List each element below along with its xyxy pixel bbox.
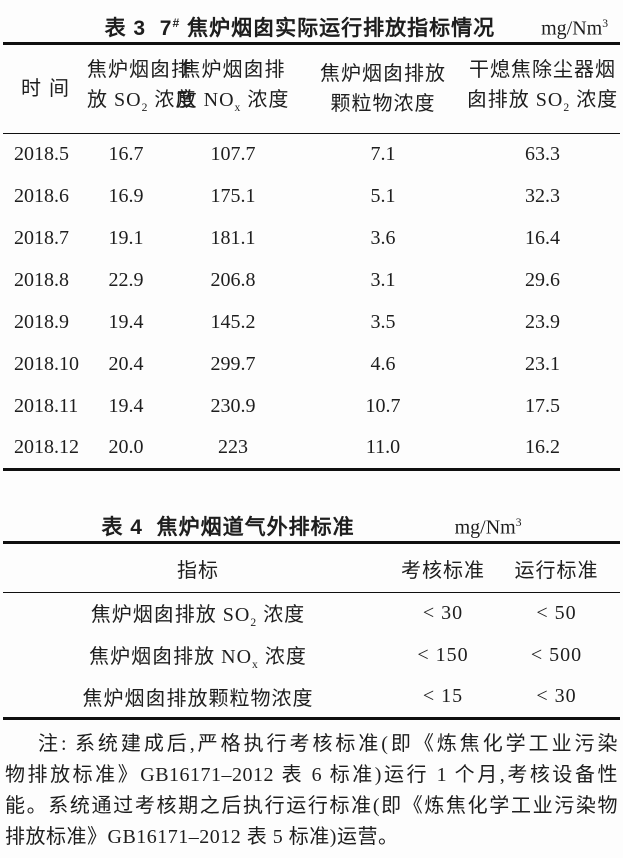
footnote: 注: 系统建成后,严格执行考核标准(即《炼焦化学工业污染 物排放标准》GB161… bbox=[3, 729, 620, 853]
table-cell: 32.3 bbox=[525, 185, 560, 207]
table-cell: 63.3 bbox=[525, 143, 560, 166]
table-cell: 223 bbox=[218, 436, 248, 459]
table-cell: 19.1 bbox=[108, 227, 144, 249]
table-row: 2018.6 16.9 175.1 5.1 32.3 bbox=[3, 176, 620, 218]
table-cell: 299.7 bbox=[210, 353, 256, 375]
table3-unit: mg/Nm3 bbox=[541, 17, 608, 40]
col-header-assessment-standard: 考核标准 bbox=[401, 559, 485, 582]
table-row: 2018.12 20.0 223 11.0 16.2 bbox=[3, 428, 620, 470]
footnote-line: 能。系统通过考核期之后执行运行标准(即《炼焦化学工业污染物 bbox=[5, 795, 618, 817]
table3-caption: 表 3 7# 焦炉烟囱实际运行排放指标情况 bbox=[104, 16, 496, 40]
table-cell: 4.6 bbox=[370, 353, 396, 375]
table-cell: 2018.7 bbox=[14, 227, 69, 249]
table-cell: 16.4 bbox=[525, 227, 560, 249]
col-header-nox: 焦炉烟囱排 放 NOx 浓度 bbox=[176, 59, 290, 114]
col-header-cdq-so2: 干熄焦除尘器烟 囱排放 SO2 浓度 bbox=[466, 59, 619, 114]
table-cell: 2018.9 bbox=[14, 311, 69, 333]
table-cell: 16.9 bbox=[108, 185, 144, 207]
table-row: 焦炉烟囱排放 SO2 浓度 < 30 < 50 bbox=[3, 593, 620, 635]
table-cell: 3.5 bbox=[370, 311, 396, 333]
footnote-line: 排放标准》GB16171–2012 表 5 标准)运营。 bbox=[5, 826, 399, 848]
table-cell: < 50 bbox=[536, 602, 577, 625]
footnote-line: 物排放标准》GB16171–2012 表 6 标准)运行 1 个月,考核设备性 bbox=[5, 764, 618, 786]
table-row: 焦炉烟囱排放 NOx 浓度 < 150 < 500 bbox=[3, 635, 620, 677]
table-cell: < 30 bbox=[536, 685, 577, 708]
table3-emission-data: 时间 焦炉烟囱排 放 SO2 浓度 焦炉烟囱排 放 NOx 浓度 焦炉烟囱排放 … bbox=[3, 42, 620, 471]
table-cell: 22.9 bbox=[108, 269, 144, 291]
col-header-so2: 焦炉烟囱排 放 SO2 浓度 bbox=[87, 59, 197, 114]
table-cell: 焦炉烟囱排放颗粒物浓度 bbox=[82, 688, 314, 711]
table-cell: 焦炉烟囱排放 NOx 浓度 bbox=[89, 646, 307, 671]
table-cell: 145.2 bbox=[210, 311, 256, 333]
col-header-time: 时间 bbox=[21, 78, 77, 100]
table-cell: 2018.12 bbox=[14, 436, 79, 459]
table-row: 2018.7 19.1 181.1 3.6 16.4 bbox=[3, 218, 620, 260]
table4-unit: mg/Nm3 bbox=[454, 516, 522, 539]
table-cell: 19.4 bbox=[108, 395, 144, 417]
table-row: 2018.10 20.4 299.7 4.6 23.1 bbox=[3, 344, 620, 386]
table-cell: < 30 bbox=[422, 602, 464, 625]
table4-caption-row: 表 4 焦炉烟道气外排标准 mg/Nm3 bbox=[3, 499, 620, 541]
table-row: 2018.5 16.7 107.7 7.1 63.3 bbox=[3, 134, 620, 176]
table-row: 2018.11 19.4 230.9 10.7 17.5 bbox=[3, 386, 620, 428]
table-cell: 2018.8 bbox=[14, 269, 69, 291]
table-cell: 23.1 bbox=[525, 353, 560, 375]
table4-emission-standards: 指标 考核标准 运行标准 焦炉烟囱排放 SO2 浓度 < 30 < 50 焦炉烟… bbox=[3, 541, 620, 720]
table-cell: 焦炉烟囱排放 SO2 浓度 bbox=[90, 604, 306, 630]
table-row: 2018.9 19.4 145.2 3.5 23.9 bbox=[3, 302, 620, 344]
footnote-line: 注: 系统建成后,严格执行考核标准(即《炼焦化学工业污染 bbox=[38, 733, 618, 755]
table-cell: < 15 bbox=[422, 685, 464, 708]
table-cell: 10.7 bbox=[365, 395, 401, 417]
table-cell: 2018.6 bbox=[14, 185, 69, 207]
table-cell: 2018.5 bbox=[14, 143, 69, 166]
table-cell: 5.1 bbox=[370, 185, 396, 207]
table-cell: 19.4 bbox=[108, 311, 144, 333]
table-cell: 3.1 bbox=[370, 269, 396, 291]
table4-header-row: 指标 考核标准 运行标准 bbox=[3, 543, 620, 593]
table-cell: 16.7 bbox=[108, 143, 144, 166]
table-row: 焦炉烟囱排放颗粒物浓度 < 15 < 30 bbox=[3, 677, 620, 719]
table-cell: 206.8 bbox=[210, 269, 256, 291]
table-cell: 17.5 bbox=[525, 395, 560, 417]
table4-caption: 表 4 焦炉烟道气外排标准 bbox=[101, 516, 355, 539]
table-cell: 20.4 bbox=[108, 353, 144, 375]
table-cell: 7.1 bbox=[370, 143, 396, 166]
table-cell: 16.2 bbox=[525, 436, 560, 459]
table-cell: 3.6 bbox=[370, 227, 396, 249]
table-cell: 2018.10 bbox=[14, 353, 79, 375]
table-cell: 175.1 bbox=[210, 185, 256, 207]
table3-caption-row: 表 3 7# 焦炉烟囱实际运行排放指标情况 mg/Nm3 bbox=[3, 0, 620, 42]
table-cell: < 150 bbox=[417, 644, 469, 666]
table3-header-row: 时间 焦炉烟囱排 放 SO2 浓度 焦炉烟囱排 放 NOx 浓度 焦炉烟囱排放 … bbox=[3, 44, 620, 134]
table-cell: 11.0 bbox=[365, 436, 401, 459]
col-header-indicator: 指标 bbox=[177, 559, 219, 582]
table-cell: 23.9 bbox=[525, 311, 560, 333]
col-header-particulate: 焦炉烟囱排放 颗粒物浓度 bbox=[320, 63, 446, 115]
table-cell: 29.6 bbox=[525, 269, 560, 291]
table-row: 2018.8 22.9 206.8 3.1 29.6 bbox=[3, 260, 620, 302]
table-cell: 107.7 bbox=[210, 143, 256, 166]
table-cell: < 500 bbox=[530, 644, 583, 666]
table-cell: 2018.11 bbox=[14, 395, 79, 417]
table-cell: 181.1 bbox=[210, 227, 256, 249]
table-cell: 20.0 bbox=[108, 436, 144, 459]
col-header-operation-standard: 运行标准 bbox=[514, 559, 599, 582]
table-cell: 230.9 bbox=[210, 395, 256, 417]
